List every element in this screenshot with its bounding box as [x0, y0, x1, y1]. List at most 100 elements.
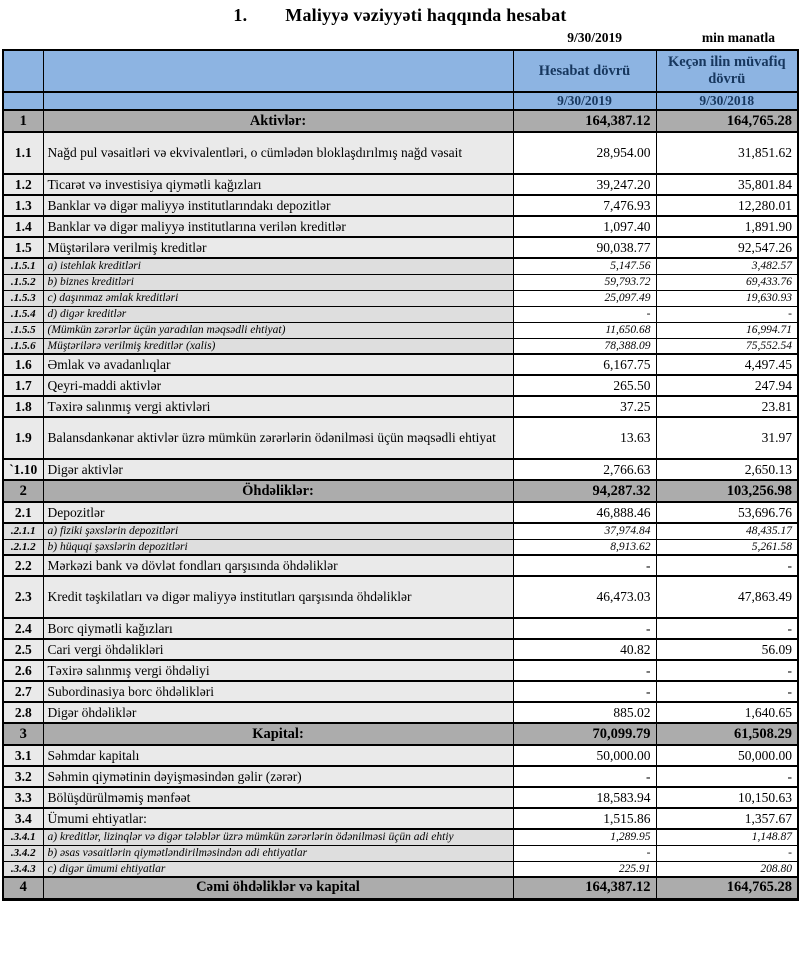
prior-value-cell: 5,261.58: [655, 538, 799, 556]
title-number: 1.: [233, 5, 248, 25]
table-row: .1.5.3 c) daşınmaz əmlak kreditləri 25,097…: [2, 289, 799, 307]
row-number-cell: 1.2: [2, 173, 44, 196]
current-value-cell: -: [512, 617, 657, 640]
row-number-cell: 3: [2, 722, 44, 746]
current-value-cell: 13.63: [512, 416, 657, 460]
row-label-cell: Ticarət və investisiya qiymətli kağızlar…: [42, 173, 514, 196]
current-value-cell: 5,147.56: [512, 257, 657, 275]
prior-value-cell: 4,497.45: [655, 353, 799, 376]
current-value-cell: -: [512, 659, 657, 682]
current-value-cell: 1,515.86: [512, 807, 657, 830]
current-value-cell: 1,289.95: [512, 828, 657, 846]
col-header-prior-date: 9/30/2018: [655, 91, 799, 111]
header-empty-no-cell: [2, 49, 44, 93]
row-number-cell: 3.3: [2, 786, 44, 809]
row-number-cell: 2.2: [2, 554, 44, 577]
row-number-cell: .2.1.2: [2, 538, 44, 556]
row-label-cell: b) hüquqi şəxslərin depozitləri: [42, 538, 514, 556]
row-label-cell: Kredit təşkilatları və digər maliyyə ins…: [42, 575, 514, 619]
row-number-cell: 2.4: [2, 617, 44, 640]
col-header-prior-period: Keçən ilin müvafiq dövrü: [655, 49, 799, 93]
current-value-cell: 265.50: [512, 374, 657, 397]
current-value-cell: -: [512, 305, 657, 323]
row-number-cell: 1.4: [2, 215, 44, 238]
row-number-cell: 2.8: [2, 701, 44, 724]
table-row: 3.2 Səhmin qiymətinin dəyişməsindən gəlir…: [2, 765, 799, 788]
current-value-cell: 94,287.32: [512, 479, 657, 503]
current-value-cell: 225.91: [512, 860, 657, 878]
row-number-cell: .3.4.2: [2, 844, 44, 862]
row-label-cell: Depozitlər: [42, 501, 514, 524]
current-value-cell: 39,247.20: [512, 173, 657, 196]
row-number-cell: 2.7: [2, 680, 44, 703]
row-label-cell: Cari vergi öhdəlikləri: [42, 638, 514, 661]
header-empty-label-cell: [42, 49, 514, 93]
row-label-cell: Öhdəliklər:: [42, 479, 514, 503]
current-value-cell: 46,473.03: [512, 575, 657, 619]
prior-value-cell: -: [655, 305, 799, 323]
row-number-cell: .1.5.2: [2, 273, 44, 291]
row-number-cell: 1: [2, 109, 44, 133]
row-label-cell: Qeyri-maddi aktivlər: [42, 374, 514, 397]
table-row: .3.4.3 c) digər ümumi ehtiyatlar 225.91 208…: [2, 860, 799, 878]
table-body: 1 Aktivlər: 164,387.12 164,765.28 1.1 Nağd pu…: [2, 109, 799, 900]
table-row: .1.5.2 b) biznes kreditləri 59,793.72 69,43…: [2, 273, 799, 291]
table-row: .1.5.5 (Mümkün zərərlər üçün yaradılan mə…: [2, 321, 799, 339]
row-label-cell: Səhmdar kapitalı: [42, 744, 514, 767]
current-value-cell: 46,888.46: [512, 501, 657, 524]
prior-value-cell: 23.81: [655, 395, 799, 418]
prior-value-cell: 61,508.29: [655, 722, 799, 746]
meta-row: 9/30/2019 min manatla: [0, 30, 800, 46]
table-row: .1.5.6 Müştərilərə verilmiş kreditlər (xa…: [2, 337, 799, 355]
row-label-cell: a) istehlak kreditləri: [42, 257, 514, 275]
table-row: 1.3 Banklar və digər maliyyə institutları…: [2, 194, 799, 217]
table-row: .2.1.2 b) hüquqi şəxslərin depozitləri 8,9…: [2, 538, 799, 556]
row-number-cell: 1.6: [2, 353, 44, 376]
current-value-cell: 90,038.77: [512, 236, 657, 259]
row-label-cell: b) biznes kreditləri: [42, 273, 514, 291]
row-number-cell: 1.9: [2, 416, 44, 460]
page-title: 1. Maliyyə vəziyyəti haqqında hesabat: [0, 5, 800, 26]
row-label-cell: c) digər ümumi ehtiyatlar: [42, 860, 514, 878]
row-label-cell: Bölüşdürülməmiş mənfəət: [42, 786, 514, 809]
row-label-cell: a) fiziki şəxslərin depozitləri: [42, 522, 514, 540]
current-value-cell: 25,097.49: [512, 289, 657, 307]
table-row: 1.9 Balansdankənar aktivlər üzrə mümkün z…: [2, 416, 799, 460]
prior-value-cell: -: [655, 659, 799, 682]
row-label-cell: Mərkəzi bank və dövlət fondları qarşısın…: [42, 554, 514, 577]
current-value-cell: 18,583.94: [512, 786, 657, 809]
row-label-cell: d) digər kreditlər: [42, 305, 514, 323]
row-number-cell: .3.4.3: [2, 860, 44, 878]
row-number-cell: 1.5: [2, 236, 44, 259]
row-number-cell: 1.7: [2, 374, 44, 397]
prior-value-cell: 247.94: [655, 374, 799, 397]
table-subheader-row: 9/30/2019 9/30/2018: [2, 91, 799, 111]
table-row: 1.6 Əmlak və avadanlıqlar 6,167.75 4,497.45: [2, 353, 799, 376]
prior-value-cell: 92,547.26: [655, 236, 799, 259]
prior-value-cell: 2,650.13: [655, 458, 799, 481]
row-number-cell: 1.3: [2, 194, 44, 217]
row-label-cell: Borc qiymətli kağızları: [42, 617, 514, 640]
row-number-cell: .1.5.3: [2, 289, 44, 307]
prior-value-cell: 56.09: [655, 638, 799, 661]
table-row: 1 Aktivlər: 164,387.12 164,765.28: [2, 109, 799, 133]
current-value-cell: 50,000.00: [512, 744, 657, 767]
table-row: 2.7 Subordinasiya borc öhdəlikləri - -: [2, 680, 799, 703]
row-label-cell: Digər aktivlər: [42, 458, 514, 481]
row-label-cell: a) kreditlər, lizinqlər və digər tələblə…: [42, 828, 514, 846]
current-value-cell: 2,766.63: [512, 458, 657, 481]
current-value-cell: -: [512, 680, 657, 703]
prior-value-cell: 3,482.57: [655, 257, 799, 275]
row-number-cell: .1.5.1: [2, 257, 44, 275]
prior-value-cell: 69,433.76: [655, 273, 799, 291]
table-row: 4 Cəmi öhdəliklər və kapital 164,387.12 164…: [2, 876, 799, 900]
row-number-cell: .1.5.6: [2, 337, 44, 355]
table-row: 2.4 Borc qiymətli kağızları - -: [2, 617, 799, 640]
prior-value-cell: 50,000.00: [655, 744, 799, 767]
current-value-cell: 7,476.93: [512, 194, 657, 217]
row-label-cell: Kapital:: [42, 722, 514, 746]
prior-value-cell: -: [655, 844, 799, 862]
table-row: 2 Öhdəliklər: 94,287.32 103,256.98: [2, 479, 799, 503]
table-row: 2.5 Cari vergi öhdəlikləri 40.82 56.09: [2, 638, 799, 661]
